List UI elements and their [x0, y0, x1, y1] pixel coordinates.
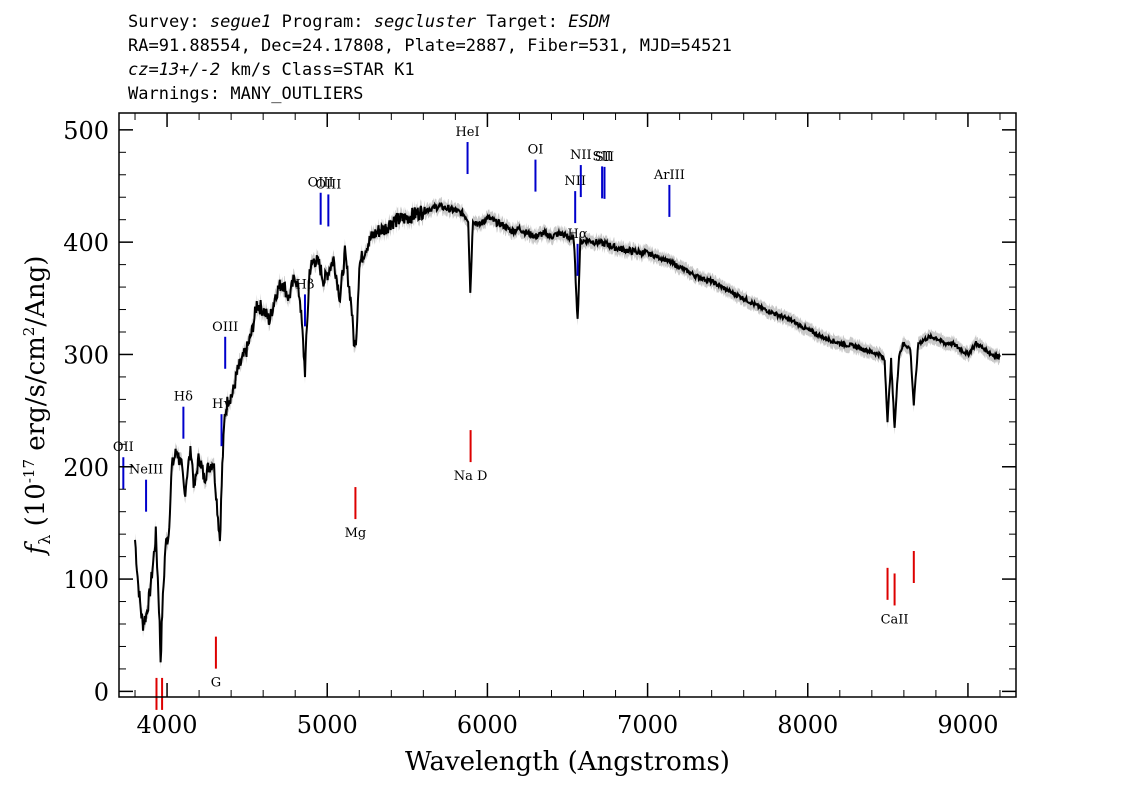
x-tick-label: 7000 [617, 711, 678, 739]
y-tick-label: 500 [63, 117, 109, 145]
y-tick-label: 300 [63, 341, 109, 369]
emission-line-label: OIII [308, 176, 334, 191]
x-tick-label: 9000 [937, 711, 998, 739]
error-band-layer [135, 196, 1000, 670]
y-tick-label: 400 [63, 229, 109, 257]
y-tick-label: 0 [94, 678, 109, 706]
emission-line-label: Hα [568, 227, 588, 242]
absorption-line-label: G [211, 676, 221, 691]
header-line-survey: Survey: segue1 Program: segcluster Targe… [128, 10, 732, 34]
absorption-line-label: Mg [345, 526, 367, 541]
emission-line-label: OI [528, 143, 544, 158]
axis-ticks: 4000 5000 6000 7000 8000 9000 0 100 200 300 400 500 [63, 113, 1016, 739]
redshift-value: cz=13+/-2 [128, 60, 221, 80]
emission-line-label: NeIII [129, 463, 163, 478]
error-band [135, 196, 1000, 670]
spectrum-header: Survey: segue1 Program: segcluster Targe… [128, 10, 732, 106]
x-axis-title: Wavelength (Angstroms) [405, 747, 730, 777]
emission-line-label: Hβ [296, 277, 315, 292]
plot-frame [118, 112, 1017, 698]
header-line-warnings: Warnings: MANY_OUTLIERS [128, 84, 364, 104]
emission-line-label: NII [570, 148, 592, 163]
spectrum-line-layer [134, 201, 1001, 663]
program-label: Program: [281, 12, 364, 32]
y-axis-title: fλ (10-17 erg/s/cm2/Ang) [20, 256, 54, 557]
spectrum-line [134, 201, 1001, 663]
header-line-redshift: cz=13+/-2 km/s Class=STAR K1 [128, 58, 732, 82]
y-tick-label: 100 [63, 566, 109, 594]
emission-line-label: OII [113, 440, 134, 455]
absorption-line-label: Na D [454, 469, 488, 484]
class-value: km/s Class=STAR K1 [220, 60, 415, 80]
x-tick-label: 5000 [297, 711, 358, 739]
emission-line-label: OIII [212, 320, 238, 335]
survey-label: Survey: [128, 12, 200, 32]
survey-value: segue1 [209, 12, 272, 32]
x-tick-label: 4000 [137, 711, 198, 739]
target-label: Target: [486, 12, 558, 32]
emission-line-label: NII [564, 174, 586, 189]
emission-line-label: SII [593, 149, 612, 164]
emission-line-label: OIII [315, 177, 341, 192]
emission-line-label: Hδ [174, 390, 193, 405]
emission-line-label: Hγ [212, 397, 231, 412]
emission-line-label: HeI [455, 125, 479, 140]
y-tick-label: 200 [63, 454, 109, 482]
x-tick-label: 8000 [777, 711, 838, 739]
header-line-coordinates: RA=91.88554, Dec=24.17808, Plate=2887, F… [128, 36, 732, 56]
emission-line-label: ArIII [653, 168, 685, 183]
absorption-line-label: CaII [881, 612, 909, 627]
emission-line-label: SII [595, 150, 614, 165]
x-tick-label: 6000 [457, 711, 518, 739]
program-value: segcluster [373, 12, 477, 32]
target-value: ESDM [568, 12, 610, 32]
